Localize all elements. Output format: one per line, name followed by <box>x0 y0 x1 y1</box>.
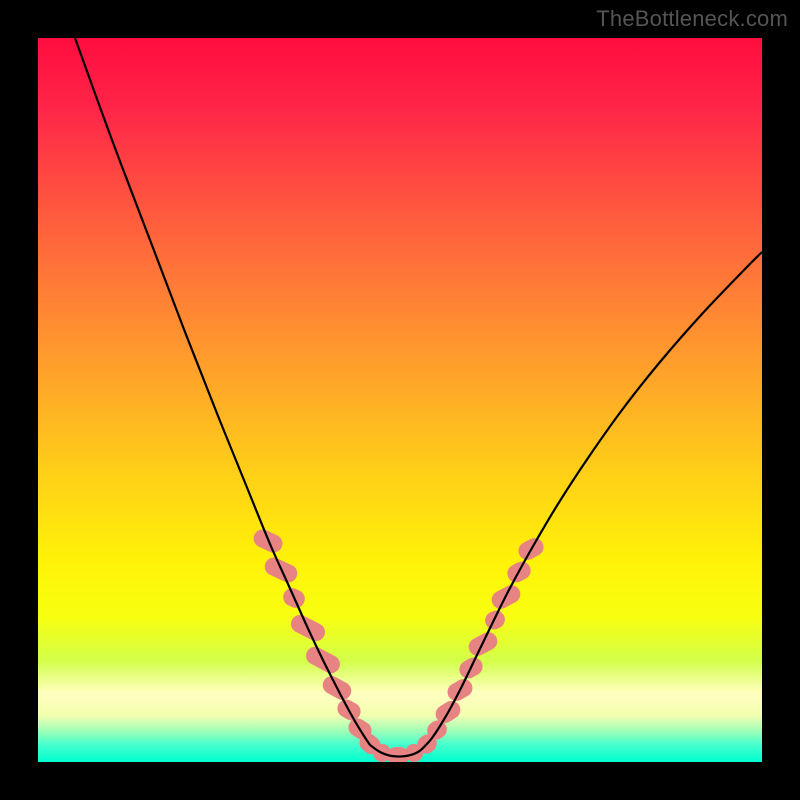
chart-svg <box>0 0 800 800</box>
watermark-text: TheBottleneck.com <box>596 6 788 32</box>
bottleneck-chart: TheBottleneck.com <box>0 0 800 800</box>
plot-background <box>38 38 762 762</box>
